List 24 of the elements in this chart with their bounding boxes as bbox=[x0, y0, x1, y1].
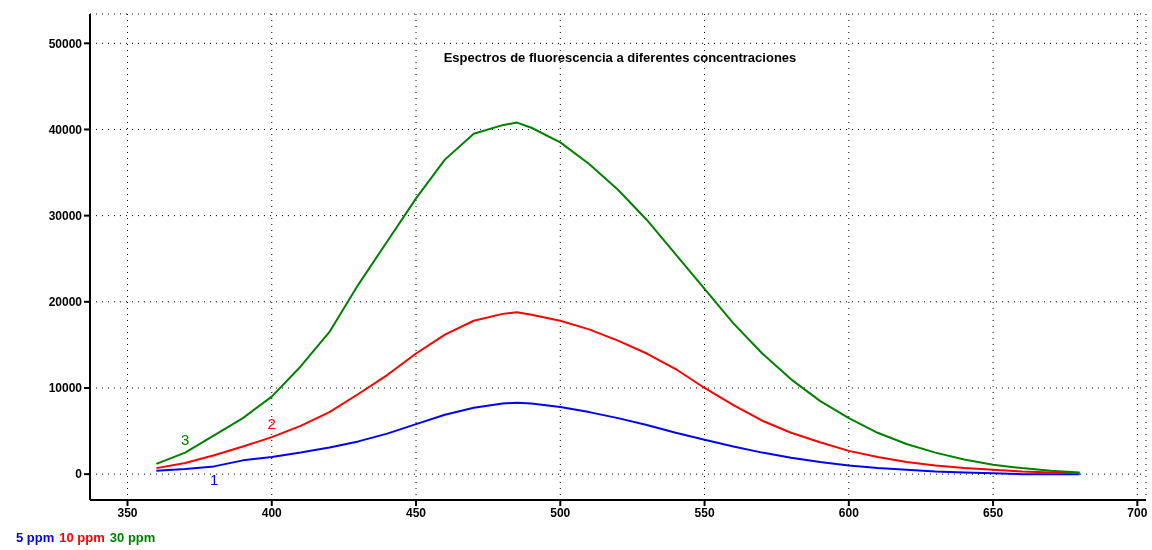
x-tick-label: 650 bbox=[983, 505, 1004, 520]
y-tick-label: 20000 bbox=[48, 295, 83, 310]
text: 30 ppm bbox=[109, 530, 156, 545]
x-tick-label: 450 bbox=[406, 505, 427, 520]
y-tick-label: 30000 bbox=[48, 208, 83, 223]
x-tick-label: 600 bbox=[838, 505, 860, 520]
y-tick-label: 0 bbox=[75, 467, 83, 482]
text: Espectros de fluorescencia a diferentes concentraciones bbox=[442, 50, 798, 65]
annotation: 1 bbox=[209, 471, 219, 489]
x-tick-label: 350 bbox=[117, 505, 138, 520]
y-tick-label: 50000 bbox=[48, 36, 83, 51]
line-series bbox=[155, 401, 1081, 476]
x-tick-label: 500 bbox=[550, 505, 571, 520]
line-series bbox=[155, 311, 1081, 475]
x-tick-label: 400 bbox=[261, 505, 283, 520]
x-tick-label: 550 bbox=[694, 505, 715, 520]
x-tick-label: 700 bbox=[1127, 505, 1148, 520]
line-series bbox=[155, 121, 1081, 474]
annotation: 3 bbox=[181, 430, 190, 448]
y-tick-label: 40000 bbox=[48, 122, 83, 137]
text: 5 ppm bbox=[16, 530, 55, 545]
annotation: 2 bbox=[267, 415, 276, 433]
text: 10 ppm bbox=[59, 530, 105, 545]
y-tick-label: 10000 bbox=[48, 381, 83, 396]
